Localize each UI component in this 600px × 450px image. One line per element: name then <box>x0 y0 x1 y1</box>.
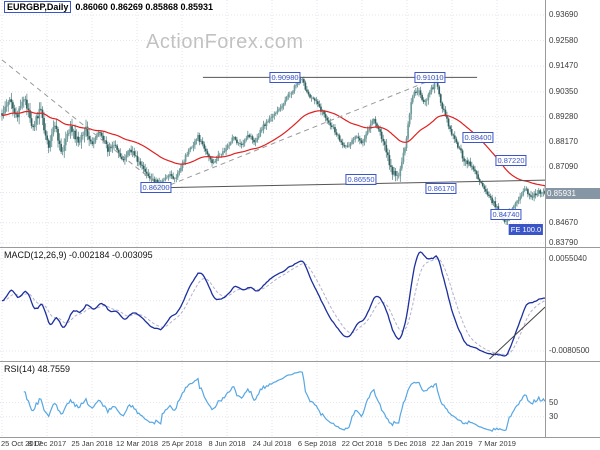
macd-line <box>1 251 545 357</box>
moving-average <box>1 110 546 187</box>
macd-trendline[interactable] <box>489 306 546 360</box>
ma-line <box>1 110 546 187</box>
candles <box>1 73 546 225</box>
macd-signal-line <box>1 258 546 356</box>
rsi-line <box>23 371 546 433</box>
trendline[interactable] <box>1 59 163 189</box>
bear-candle-bodies <box>1 78 546 222</box>
candle-wicks <box>1 73 546 225</box>
grid <box>0 0 545 437</box>
rsi-plot <box>0 371 546 433</box>
macd-plot <box>0 251 546 360</box>
panel-separators <box>0 0 600 438</box>
